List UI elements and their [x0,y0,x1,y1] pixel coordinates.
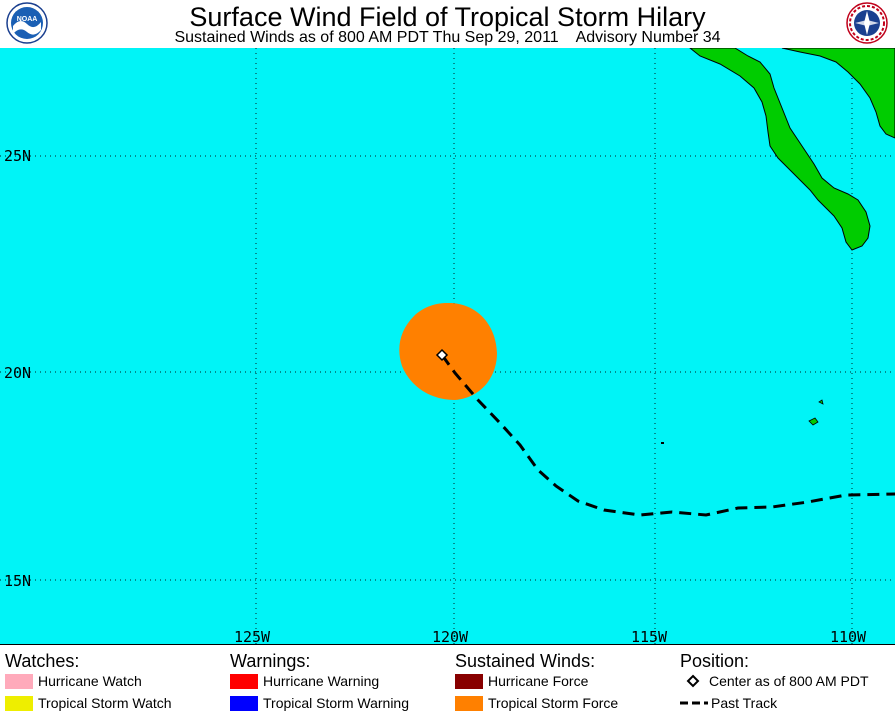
legend-hurricane-force: Hurricane Force [455,673,588,689]
legend-hurricane-warning: Hurricane Warning [230,673,379,689]
legend-watches-title: Watches: [5,651,80,671]
lon-label-120w: 120W [431,628,469,646]
lat-label-20n: 20N [4,364,32,382]
legend-label: Center as of 800 AM PDT [709,673,869,689]
legend: Watches: Hurricane Watch Tropical Storm … [0,644,895,717]
legend-warnings-title: Warnings: [230,651,311,671]
hurricane-force-swatch [455,673,483,689]
hurricane-warning-swatch [230,673,258,689]
tropical-storm-warning-swatch [230,695,258,711]
hurricane-watch-swatch [5,673,33,689]
legend-label: Tropical Storm Force [488,695,619,711]
legend-center: Center as of 800 AM PDT [685,673,869,689]
tropical-storm-wind-field [399,302,497,400]
legend-position-title: Position: [680,651,750,671]
lon-label-110w: 110W [829,628,867,646]
legend-label: Hurricane Warning [263,673,380,689]
storm-center-marker [435,348,449,362]
center-diamond-icon [686,674,700,688]
map-panel: 25N 20N 15N 125W 120W 115W 110W [0,48,895,646]
lat-label-15n: 15N [4,572,32,590]
island [661,442,664,444]
legend-label: Tropical Storm Warning [263,695,410,711]
mainland-mexico-land [781,48,895,139]
lon-label-115w: 115W [630,628,668,646]
lat-label-25n: 25N [4,147,32,165]
tropical-storm-force-swatch [455,695,483,711]
legend-tropical-storm-warning: Tropical Storm Warning [230,695,409,711]
legend-past-track: Past Track [680,695,777,711]
page-title: Surface Wind Field of Tropical Storm Hil… [189,2,706,32]
baja-california-land [689,48,871,251]
past-track-line [440,354,895,517]
legend-label: Hurricane Force [488,673,589,689]
legend-winds-title: Sustained Winds: [455,651,596,671]
header: NOAA Surface Wind Field of Tropical Stor… [0,0,895,48]
legend-tropical-storm-force: Tropical Storm Force [455,695,618,711]
legend-hurricane-watch: Hurricane Watch [5,673,142,689]
legend-label: Hurricane Watch [38,673,142,689]
legend-label: Past Track [711,695,778,711]
noaa-logo-text: NOAA [17,16,38,23]
island [808,417,819,426]
noaa-logo-icon: NOAA [6,2,48,44]
island [818,399,824,405]
map-canvas [0,48,895,644]
legend-tropical-storm-watch: Tropical Storm Watch [5,695,172,711]
graticule [0,48,895,644]
tropical-storm-watch-swatch [5,695,33,711]
legend-label: Tropical Storm Watch [38,695,172,711]
page-subtitle: Sustained Winds as of 800 AM PDT Thu Sep… [174,29,721,46]
lon-label-125w: 125W [233,628,271,646]
past-track-icon [680,701,708,705]
nws-logo-icon [846,2,888,44]
